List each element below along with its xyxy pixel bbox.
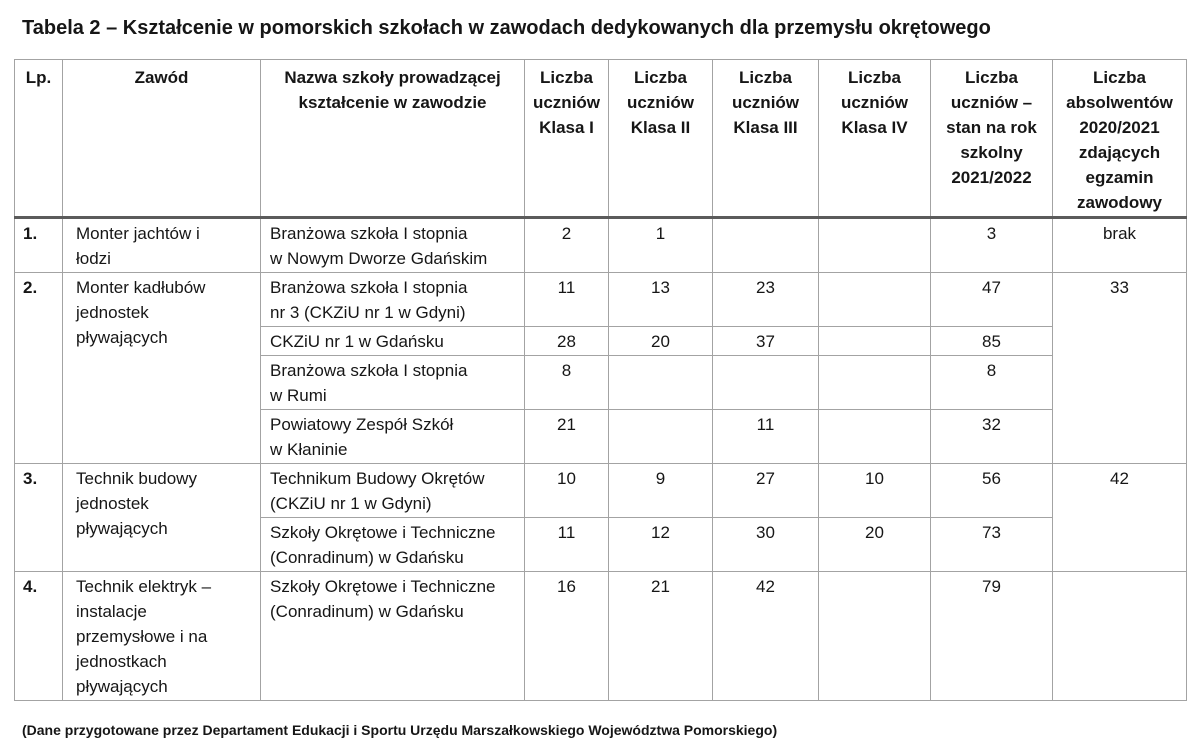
- cell-school-name: Szkoły Okrętowe i Techniczne (Conradinum…: [260, 571, 525, 701]
- cell-school-name: Branżowa szkoła I stopnia nr 3 (CKZiU nr…: [260, 272, 525, 327]
- cell-class1: 16: [524, 571, 609, 701]
- column-header-graduates: Liczba absolwentów 2020/2021 zdających e…: [1052, 59, 1187, 219]
- cell-class3: [712, 355, 819, 410]
- cell-total: 47: [930, 272, 1053, 327]
- table-row: CKZiU nr 1 w Gdańsku 28 20 37 85: [15, 326, 1187, 356]
- cell-class3: [712, 217, 819, 273]
- cell-class4: 20: [818, 517, 931, 572]
- column-header-class3: Liczba uczniów Klasa III: [712, 59, 819, 219]
- cell-lp: 1.: [14, 217, 63, 273]
- cell-class3: 37: [712, 326, 819, 356]
- column-header-total: Liczba uczniów – stan na rok szkolny 202…: [930, 59, 1053, 219]
- cell-class2: 1: [608, 217, 713, 273]
- cell-class2: 20: [608, 326, 713, 356]
- cell-school-name: CKZiU nr 1 w Gdańsku: [260, 326, 525, 356]
- column-header-lp: Lp.: [14, 59, 63, 219]
- cell-total: 73: [930, 517, 1053, 572]
- cell-class4: [818, 272, 931, 327]
- cell-class1: 10: [524, 463, 609, 518]
- cell-class3: 27: [712, 463, 819, 518]
- table-row: 2. Monter kadłubów jednostek pływających…: [14, 272, 1187, 464]
- cell-class1: 2: [524, 217, 609, 273]
- cell-class3: 23: [712, 272, 819, 327]
- cell-class4: [818, 571, 931, 701]
- page: { "title": "Tabela 2 – Kształcenie w pom…: [14, 17, 1187, 738]
- table-row: Branżowa szkoła I stopnia w Rumi 8 8: [15, 355, 1187, 410]
- cell-total: 8: [930, 355, 1053, 410]
- column-header-class4: Liczba uczniów Klasa IV: [818, 59, 931, 219]
- cell-class3: 42: [712, 571, 819, 701]
- cell-total: 56: [930, 463, 1053, 518]
- cell-class3: 30: [712, 517, 819, 572]
- cell-class2: 12: [608, 517, 713, 572]
- cell-lp: 2.: [14, 272, 63, 464]
- table-row: 1. Monter jachtów i łodzi Branżowa szkoł…: [14, 217, 1187, 273]
- cell-total: 85: [930, 326, 1053, 356]
- column-header-class1: Liczba uczniów Klasa I: [524, 59, 609, 219]
- page-title: Tabela 2 – Kształcenie w pomorskich szko…: [22, 17, 991, 39]
- cell-school-name: Szkoły Okrętowe i Techniczne (Conradinum…: [260, 517, 525, 572]
- cell-class2: 9: [608, 463, 713, 518]
- cell-total: 79: [930, 571, 1053, 701]
- cell-school-name: Branżowa szkoła I stopnia w Nowym Dworze…: [260, 217, 525, 273]
- cell-total: 32: [930, 409, 1053, 464]
- header-row: Lp. Zawód Nazwa szkoły prowadzącej kszta…: [14, 59, 1187, 219]
- cell-class1: 11: [524, 272, 609, 327]
- cell-class2: [608, 355, 713, 410]
- cell-lp: 3.: [14, 463, 63, 572]
- cell-class1: 11: [524, 517, 609, 572]
- cell-class4: [818, 326, 931, 356]
- cell-lp: 4.: [14, 571, 63, 701]
- cell-profession: Technik elektryk – instalacje przemysłow…: [62, 571, 261, 701]
- cell-school-name: Powiatowy Zespół Szkół w Kłaninie: [260, 409, 525, 464]
- cell-class4: [818, 355, 931, 410]
- cell-graduates: [1052, 571, 1187, 701]
- column-header-school: Nazwa szkoły prowadzącej kształcenie w z…: [260, 59, 525, 219]
- cell-profession: Technik budowy jednostek pływających: [62, 463, 261, 572]
- table-row: Powiatowy Zespół Szkół w Kłaninie 21 11 …: [15, 409, 1187, 464]
- column-header-profession: Zawód: [62, 59, 261, 219]
- cell-class4: [818, 217, 931, 273]
- table-row: Szkoły Okrętowe i Techniczne (Conradinum…: [15, 517, 1187, 572]
- cell-graduates: brak: [1052, 217, 1187, 273]
- data-table: Lp. Zawód Nazwa szkoły prowadzącej kszta…: [14, 59, 1187, 701]
- cell-class4: [818, 409, 931, 464]
- cell-class2: 13: [608, 272, 713, 327]
- cell-class1: 21: [524, 409, 609, 464]
- cell-total: 3: [930, 217, 1053, 273]
- cell-class3: 11: [712, 409, 819, 464]
- cell-profession: Monter kadłubów jednostek pływających: [62, 272, 261, 464]
- cell-school-name: Technikum Budowy Okrętów (CKZiU nr 1 w G…: [260, 463, 525, 518]
- cell-graduates: 33: [1052, 272, 1187, 464]
- column-header-class2: Liczba uczniów Klasa II: [608, 59, 713, 219]
- cell-class4: 10: [818, 463, 931, 518]
- cell-class2: [608, 409, 713, 464]
- cell-school-name: Branżowa szkoła I stopnia w Rumi: [260, 355, 525, 410]
- table-row: 3. Technik budowy jednostek pływających …: [14, 463, 1187, 572]
- cell-class2: 21: [608, 571, 713, 701]
- cell-profession: Monter jachtów i łodzi: [62, 217, 261, 273]
- cell-class1: 28: [524, 326, 609, 356]
- table-row: 4. Technik elektryk – instalacje przemys…: [14, 571, 1187, 701]
- cell-graduates: 42: [1052, 463, 1187, 572]
- cell-class1: 8: [524, 355, 609, 410]
